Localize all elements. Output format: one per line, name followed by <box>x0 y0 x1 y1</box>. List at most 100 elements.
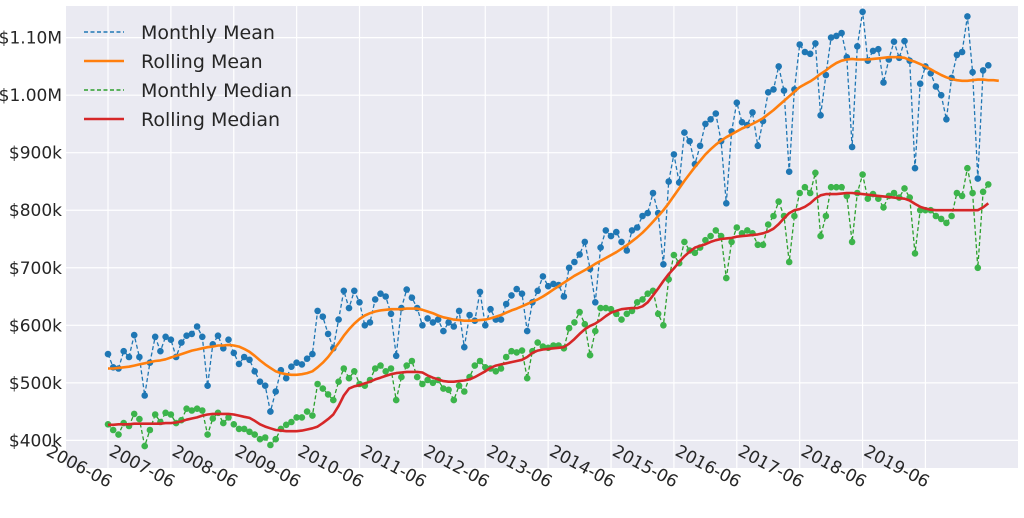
monthly-median-point <box>953 189 961 197</box>
monthly-mean-point <box>649 189 657 197</box>
monthly-mean-point <box>817 112 824 119</box>
monthly-mean-point <box>366 319 374 326</box>
monthly-median-point <box>571 319 578 326</box>
monthly-mean-point <box>272 388 280 395</box>
monthly-median-point <box>130 410 138 418</box>
monthly-mean-point <box>324 330 332 338</box>
monthly-mean-point <box>979 67 987 74</box>
monthly-median-point <box>225 414 232 421</box>
monthly-median-point <box>901 185 908 192</box>
monthly-mean-point <box>670 151 678 158</box>
monthly-median-point <box>602 304 610 312</box>
monthly-mean-point <box>597 244 604 251</box>
y-tick-label: $800k <box>9 201 62 221</box>
monthly-mean-point <box>508 292 515 299</box>
monthly-mean-point <box>518 290 526 298</box>
monthly-median-point <box>513 349 520 356</box>
legend-label-monthly-mean: Monthly Mean <box>141 22 275 44</box>
monthly-mean-point <box>686 137 693 145</box>
monthly-mean-point <box>309 350 316 358</box>
monthly-mean-point <box>560 293 568 300</box>
monthly-mean-point <box>581 238 589 246</box>
monthly-median-point <box>204 431 211 438</box>
monthly-median-point <box>267 441 274 449</box>
monthly-median-point <box>387 365 395 372</box>
monthly-mean-point <box>256 378 264 386</box>
monthly-mean-point <box>214 332 222 340</box>
monthly-mean-point <box>193 323 201 330</box>
monthly-median-point <box>309 412 316 419</box>
monthly-median-point <box>639 296 646 303</box>
monthly-median-point <box>240 425 248 433</box>
legend: Monthly Mean Rolling Mean Monthly Median Ro… <box>84 22 292 131</box>
monthly-mean-point <box>382 293 390 300</box>
monthly-mean-point <box>235 360 243 368</box>
monthly-mean-point <box>130 331 138 339</box>
monthly-median-series <box>104 164 992 450</box>
monthly-median-point <box>455 382 463 390</box>
monthly-mean-point <box>964 13 971 20</box>
y-tick-label: $500k <box>9 374 62 394</box>
monthly-mean-point <box>240 353 248 361</box>
monthly-mean-point <box>623 247 631 254</box>
monthly-mean-series <box>104 8 992 415</box>
monthly-mean-point <box>707 116 714 123</box>
monthly-mean-point <box>775 63 782 70</box>
monthly-median-point <box>461 388 468 395</box>
monthly-median-point <box>162 409 169 417</box>
monthly-mean-point <box>911 164 919 172</box>
monthly-mean-point <box>392 352 400 360</box>
monthly-mean-point <box>151 333 159 341</box>
monthly-mean-point <box>833 32 840 40</box>
monthly-mean-point <box>513 285 520 293</box>
monthly-median-point <box>335 378 342 386</box>
monthly-median-point <box>581 320 589 328</box>
monthly-median-point <box>471 362 479 369</box>
monthly-mean-point <box>696 142 704 150</box>
monthly-mean-point <box>225 336 232 344</box>
monthly-mean-point <box>822 71 830 79</box>
monthly-mean-point <box>602 227 610 234</box>
monthly-median-point <box>681 238 688 246</box>
y-axis: $400k $500k $600k $700k $800k $900k $1.00M $1.1… <box>0 29 62 452</box>
monthly-mean-point <box>455 307 463 315</box>
monthly-median-point <box>964 164 971 172</box>
monthly-median-point <box>985 181 992 188</box>
monthly-mean-point <box>230 349 238 357</box>
monthly-median-point <box>371 365 379 372</box>
monthly-median-point <box>246 428 253 436</box>
monthly-median-point <box>764 221 772 228</box>
monthly-median-point <box>319 385 327 392</box>
monthly-mean-point <box>916 80 924 87</box>
monthly-mean-point <box>754 142 762 150</box>
monthly-median-point <box>298 414 306 421</box>
monthly-mean-point <box>660 261 667 268</box>
monthly-median-point <box>833 183 840 191</box>
monthly-mean-point <box>801 48 809 56</box>
monthly-mean-point <box>639 212 646 220</box>
monthly-mean-point <box>969 68 976 76</box>
monthly-median-point <box>623 310 631 318</box>
monthly-mean-point <box>429 319 437 326</box>
monthly-mean-point <box>869 47 877 55</box>
monthly-median-point <box>911 250 919 257</box>
monthly-median-point <box>413 373 421 381</box>
monthly-median-point <box>948 212 955 220</box>
monthly-median-point <box>183 405 190 413</box>
monthly-mean-point <box>780 87 788 94</box>
monthly-mean-point <box>487 305 494 313</box>
monthly-mean-point <box>288 363 295 371</box>
monthly-mean-point <box>157 347 164 355</box>
monthly-median-point <box>497 365 505 372</box>
monthly-mean-point <box>937 91 945 99</box>
monthly-mean-point <box>592 299 599 306</box>
monthly-mean-point <box>838 29 845 37</box>
monthly-median-point <box>534 339 541 346</box>
monthly-median-point <box>785 258 793 266</box>
monthly-median-point <box>220 419 227 427</box>
monthly-median-point <box>419 380 426 388</box>
monthly-median-point <box>969 189 976 197</box>
monthly-mean-point <box>351 287 358 295</box>
monthly-mean-point <box>162 333 169 341</box>
